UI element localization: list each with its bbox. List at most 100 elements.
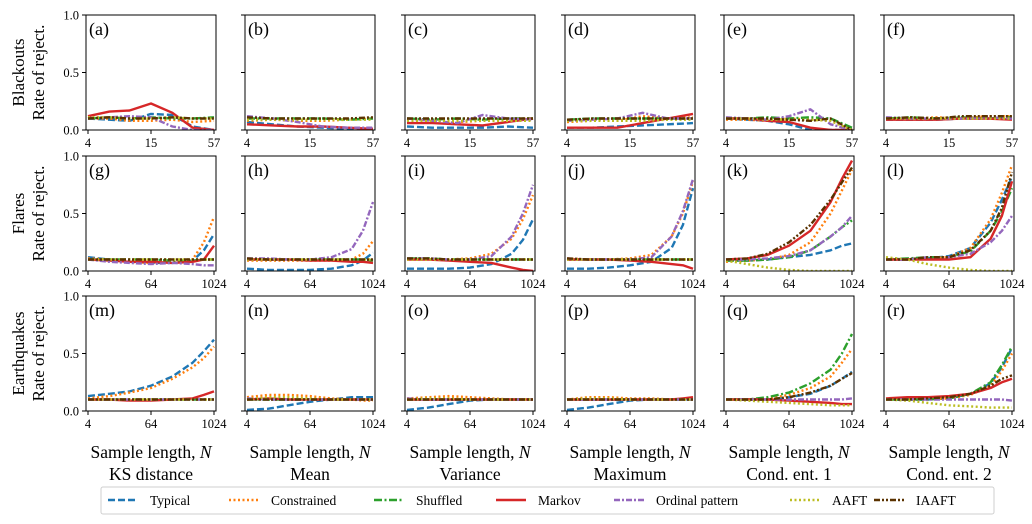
series-line-constrained [886, 164, 1014, 261]
column-label: KS distance [109, 464, 193, 484]
panel-letter: (g) [89, 160, 110, 181]
legend-label: Constrained [271, 493, 336, 508]
series-lines [725, 160, 854, 271]
x-tick-label: 57 [208, 136, 221, 150]
x-tick-label: 1024 [681, 417, 707, 431]
x-tick-label: 1024 [681, 277, 707, 291]
series-line-aaft [726, 117, 853, 130]
series-line-typical [406, 125, 534, 129]
y-axis-label: Rate of reject. [29, 166, 48, 262]
panel-letter: (b) [248, 19, 269, 40]
series-line-iaaft [407, 257, 533, 261]
y-axis-label: Rate of reject. [29, 306, 48, 402]
legend-entry: AAFT [790, 493, 868, 508]
series-lines [885, 114, 1013, 121]
x-tick-label: 57 [687, 136, 700, 150]
series-lines [725, 333, 854, 407]
y-tick-label: 0.0 [63, 124, 79, 138]
panel-k: 4 64 1024 (k) [720, 155, 865, 291]
x-tick-label: 1024 [521, 417, 547, 431]
x-tick-label: 1024 [1000, 277, 1026, 291]
x-tick-label: 1024 [361, 417, 387, 431]
x-tick-label: 15 [464, 136, 477, 150]
panel-letter: (h) [248, 160, 269, 181]
x-tick-label: 1024 [840, 417, 866, 431]
panel-i: 4 64 1024 (i) [401, 155, 546, 291]
y-tick-label: 1.0 [63, 150, 79, 164]
series-line-ordinal-pattern [406, 113, 534, 125]
panel-c: 4 15 57 (c) [401, 14, 539, 150]
y-tick-label: 0.5 [63, 347, 79, 361]
series-line-iaaft [725, 166, 853, 261]
series-line-iaaft [566, 117, 693, 121]
series-line-constrained [87, 216, 216, 265]
series-line-typical [567, 187, 695, 270]
series-lines [87, 102, 215, 130]
y-tick-label: 1.0 [63, 290, 79, 304]
x-tick-label: 4 [244, 136, 251, 150]
series-line-iaaft [566, 257, 693, 261]
x-tick-label: 4 [723, 417, 730, 431]
x-tick-label: 4 [244, 277, 251, 291]
x-tick-label: 64 [943, 417, 956, 431]
x-axis-label: Sample length, N [728, 442, 850, 462]
series-lines [566, 111, 694, 129]
series-line-typical [566, 398, 693, 411]
x-tick-label: 4 [564, 136, 571, 150]
legend-entry: Typical [108, 493, 191, 508]
series-lines [246, 115, 374, 130]
legend-label: Typical [150, 493, 191, 508]
legend-label: AAFT [832, 493, 868, 508]
series-line-markov [407, 258, 534, 271]
panel-letter: (a) [89, 19, 109, 40]
series-line-iaaft [886, 374, 1013, 401]
x-tick-label: 57 [1006, 136, 1019, 150]
x-tick-label: 15 [624, 136, 637, 150]
panel-o: 4 64 1024 (o) [401, 295, 547, 431]
x-tick-label: 64 [464, 417, 477, 431]
legend-box [100, 486, 995, 515]
x-tick-label: 1024 [1000, 417, 1026, 431]
series-line-iaaft [87, 116, 214, 120]
x-tick-label: 1024 [202, 277, 228, 291]
series-lines [87, 338, 215, 402]
panel-e: 4 15 57 (e) [720, 14, 859, 150]
x-axis-label: Sample length, N [90, 442, 212, 462]
series-line-iaaft [246, 116, 374, 120]
x-tick-label: 4 [404, 417, 411, 431]
panel-b: 4 15 57 (b) [241, 14, 379, 150]
y-tick-label: 0.5 [63, 66, 79, 80]
x-tick-label: 4 [244, 417, 251, 431]
series-line-typical [886, 347, 1014, 401]
legend-entry: Ordinal pattern [614, 493, 738, 508]
series-line-iaaft [886, 171, 1014, 261]
y-axis-label: Rate of reject. [29, 25, 48, 121]
row-labels: Blackouts Rate of reject.Flares Rate of re… [9, 25, 48, 402]
series-lines [566, 178, 695, 270]
series-line-aaft [725, 398, 852, 407]
panel-letter: (f) [887, 19, 905, 40]
panel-h: 4 64 1024 (h) [241, 155, 386, 291]
series-line-typical [407, 218, 535, 270]
panel-m: 0.0 0.5 1.0 4 64 1024 (m) [63, 290, 227, 432]
series-lines [407, 184, 535, 271]
series-lines [246, 201, 375, 271]
row-label: Flares [9, 193, 28, 235]
panel-letter: (l) [887, 160, 904, 181]
series-lines [406, 394, 533, 411]
x-tick-label: 15 [943, 136, 956, 150]
x-tick-label: 4 [85, 136, 92, 150]
panel-l: 4 64 1024 (l) [880, 155, 1026, 291]
series-line-constrained [87, 345, 215, 400]
series-line-typical [87, 338, 215, 398]
y-tick-label: 0.5 [63, 207, 79, 221]
panel-letter: (o) [408, 300, 429, 321]
row-label: Earthquakes [9, 311, 28, 395]
series-line-iaaft [726, 372, 853, 401]
x-tick-label: 57 [846, 136, 859, 150]
series-lines [246, 393, 373, 411]
y-tick-label: 0.0 [63, 265, 79, 279]
legend-entry: Shuffled [374, 493, 462, 508]
